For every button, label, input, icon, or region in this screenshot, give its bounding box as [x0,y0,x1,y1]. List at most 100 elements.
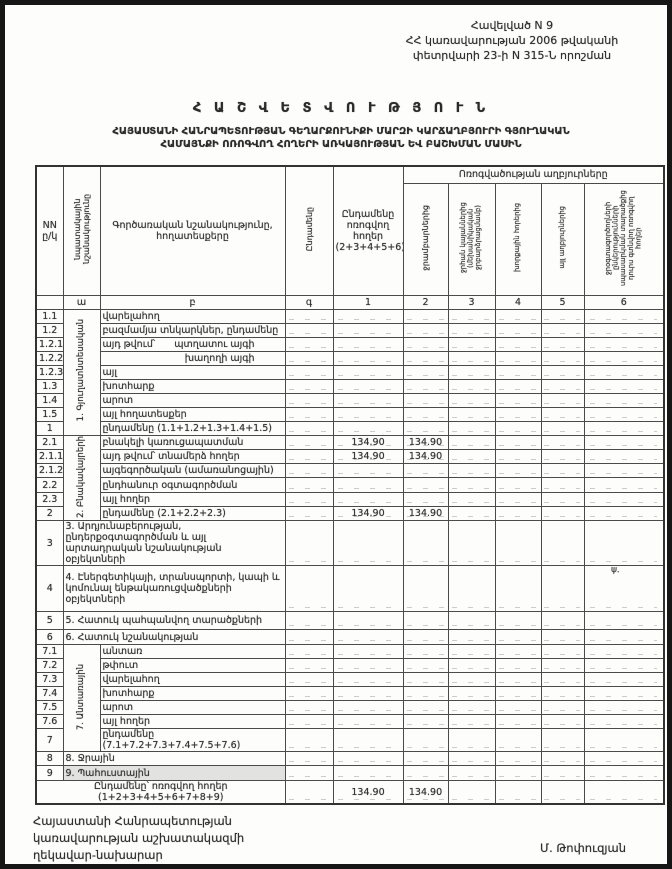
value-cell-c1 [332,520,404,567]
value-cell-c1 [332,611,404,631]
value-cell-c6 [583,448,665,465]
value-cell-c2 [402,491,449,508]
report-title: Հ Ա Շ Վ Ե Տ Վ Ո Ւ Թ Յ Ո Ւ Ն [192,101,490,116]
value-cell-c4 [494,611,542,631]
value-cell-g [284,780,334,805]
value-cell-c6 [583,629,665,646]
header-row-top: NN ը/կ նպատակային նշանակությունը Գործառա… [35,165,665,296]
value-cell-c4 [494,672,542,688]
land-type-cell: արոտ [99,392,286,408]
col-header-source-3-text: խորքային հորերից [513,203,522,272]
row-number-cell: 4 [35,565,64,613]
col-header-landtype: Գործառական նշանակությունը, հողատեսքերը [99,165,286,296]
value-cell-c1 [332,644,404,660]
value-cell-c6 [583,565,665,613]
value-cell-c1 [332,406,404,422]
value-cell-g [284,364,334,380]
row-number-cell: 5 [35,611,64,631]
col-header-source-4-text: այլ աղբյուրներից [557,206,566,269]
appendix-line2: ՀՀ կառավարության 2006 թվականի [405,34,619,47]
table-row: 6 6. Հատուկ նշանակության [35,629,665,646]
row-number-cell: 2.3 [35,491,64,508]
col-header-source-4: այլ աղբյուրներից [540,182,585,296]
value-cell-c1: 134.90 [332,434,404,450]
value-cell-c4 [494,714,542,730]
col-header-source-2: ջրհան կայաններից (մեխանիկական ջրբարձրացմ… [447,182,496,296]
value-cell-c4 [494,491,542,508]
value-cell-g [284,506,334,522]
value-cell-c1 [332,658,404,674]
value-cell-c5 [540,765,585,782]
value-cell-c3 [447,751,496,767]
row-number-cell: 1.2.1 [35,336,64,352]
table-row: 1.3 խոտհարք [35,378,665,394]
land-type-cell: այլ [99,364,286,380]
value-cell-g [284,728,334,753]
value-cell-c2 [402,308,449,324]
land-type-cell: 6. Հատուկ նշանակության [62,629,286,646]
value-cell-c3 [447,644,496,660]
land-type-cell: խաղողի այգի [99,350,286,366]
value-cell-c3 [447,629,496,646]
value-cell-c5 [540,322,585,338]
value-cell-c6 [583,611,665,631]
table-row: 2.1.2 այգեգործական (ամառանոցային) [35,463,665,479]
value-cell-c6 [583,336,665,352]
signatory-title-block: Հայաստանի Հանրապետության կառավարության ա… [33,813,244,864]
letter-cell: 3 [447,294,496,310]
row-number-cell: 1.1 [35,308,64,324]
value-cell-c6 [583,491,665,508]
value-cell-c6 [583,780,665,805]
letter-cell: 4 [494,294,542,310]
value-cell-c6 [583,700,665,716]
value-cell-c3 [447,308,496,324]
land-type-cell: վարելահող [99,672,286,688]
table-row: 7.4 խոտհարք [35,686,665,702]
col-header-total-text: Ընդամենը [304,207,314,252]
table-row: 5 5. Հատուկ պահպանվող տարածքների [35,611,665,631]
value-cell-c2: 134.90 [402,434,449,450]
land-type-label: 3. Արդյունաբերության, ընդերքօգտագործման … [65,521,222,566]
row-number-cell: 3 [35,520,64,567]
land-type-cell: բնակելի կառուցապատման [99,434,286,450]
signatory-line3: ղեկավար-նախարար [33,848,163,862]
value-cell-c6 [583,644,665,660]
row-number-cell: 7.4 [35,686,64,702]
value-cell-c3 [447,658,496,674]
value-cell-c5 [540,378,585,394]
signatory-line2: կառավարության աշխատակազմի [33,831,245,845]
land-type-cell: այլ հողեր [99,491,286,508]
value-cell-g [284,434,334,450]
value-cell-c6 [583,751,665,767]
land-type-label: 5. Հատուկ պահպանվող տարածքների [65,615,263,627]
letter-cell: գ [284,294,334,310]
value-cell-c5 [540,350,585,366]
report-table: NN ը/կ նպատակային նշանակությունը Գործառա… [35,165,666,806]
value-cell-g [284,420,334,436]
land-type-sublabel: պտղատու այգի [174,338,255,350]
value-cell-g [284,448,334,465]
col-header-source-1-text: ջրամբարներից [421,204,430,271]
value-cell-c6 [583,765,665,782]
value-cell-c1 [332,491,404,508]
value-cell-g [284,308,334,324]
value-cell-c2 [402,658,449,674]
value-cell-c4 [494,336,542,352]
land-type-label: 9. Պահուստային [65,767,150,779]
value-cell-c5 [540,477,585,493]
table-row: 7.2 թփուտ [35,658,665,674]
value-cell-c6 [583,364,665,380]
total-row: Ընդամենը՝ ոռոգվող հողեր (1+2+3+4+5+6+7+8… [35,780,665,805]
land-type-sublabel: խաղողի այգի [184,352,255,364]
value-cell-c5 [540,565,585,613]
value-cell-c2 [402,477,449,493]
value-cell-c3 [447,700,496,716]
value-cell-c3 [447,378,496,394]
land-type-label: ընդհանուր օգտագործման [102,479,238,491]
value-cell-g [284,714,334,730]
row-number-cell: 7 [35,728,64,753]
value-cell-c2 [402,350,449,366]
value-cell-c6 [583,520,665,567]
land-type-label: խոտհարք [102,380,155,392]
col-header-nn: NN ը/կ [35,165,64,296]
